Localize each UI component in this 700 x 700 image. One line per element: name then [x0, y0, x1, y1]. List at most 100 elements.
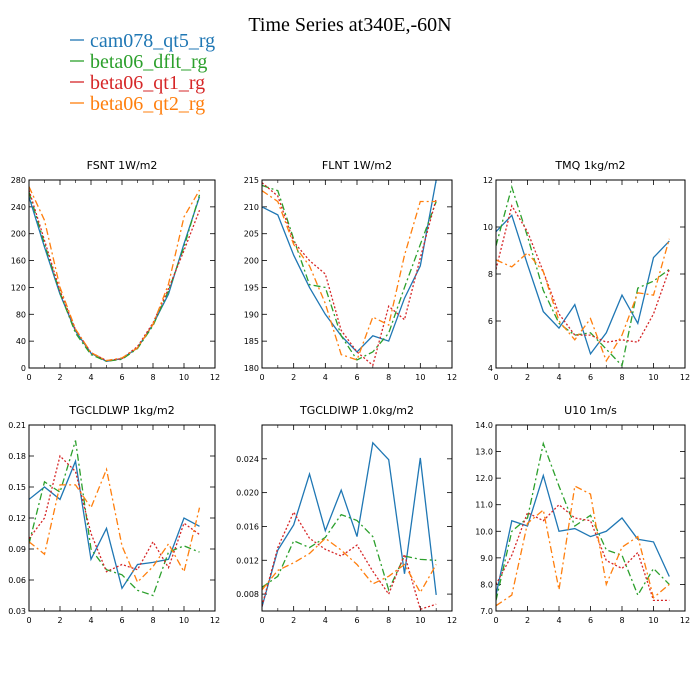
legend-label: beta06_qt2_rg: [90, 93, 205, 115]
y-tick-label: 200: [244, 257, 259, 266]
y-tick-label: 0.020: [236, 489, 259, 498]
y-tick-label: 0.15: [8, 483, 26, 492]
plot-frame: [495, 179, 686, 369]
legend-label: beta06_dflt_rg: [90, 51, 207, 73]
x-tick-label: 6: [119, 616, 124, 625]
panel-title: FLNT 1W/m2: [322, 159, 392, 172]
y-tick-label: 0.008: [236, 590, 259, 599]
x-tick-label: 12: [447, 373, 457, 382]
y-tick-label: 280: [11, 176, 26, 185]
panel-title: TMQ 1kg/m2: [554, 159, 625, 172]
series-line-beta06_qt2_rg: [262, 190, 437, 361]
y-tick-label: 0.12: [8, 514, 26, 523]
series-line-beta06_qt2_rg: [29, 186, 201, 362]
y-tick-label: 13.0: [475, 448, 493, 457]
y-tick-label: 14.0: [475, 421, 493, 430]
legend: cam078_qt5_rgbeta06_dflt_rgbeta06_qt1_rg…: [70, 30, 215, 115]
series-line-beta06_qt1_rg: [262, 182, 437, 367]
y-tick-label: 120: [11, 283, 26, 292]
x-tick-label: 12: [680, 373, 690, 382]
series-line-beta06_qt1_rg: [496, 503, 670, 602]
x-tick-label: 0: [26, 616, 31, 625]
x-tick-label: 10: [179, 373, 189, 382]
series-line-beta06_qt2_rg: [262, 537, 437, 594]
chart-panels: FSNT 1W/m20 2 4 6 8 10 1204080120160200240280F…: [8, 159, 690, 625]
x-tick-label: 0: [26, 373, 31, 382]
x-tick-label: 12: [680, 616, 690, 625]
y-tick-label: 8.0: [480, 580, 493, 589]
x-tick-label: 0: [259, 373, 264, 382]
x-tick-label: 2: [57, 373, 62, 382]
x-tick-label: 10: [415, 616, 425, 625]
panel-title: FSNT 1W/m2: [87, 159, 158, 172]
x-tick-label: 4: [323, 373, 328, 382]
x-tick-label: 2: [291, 373, 296, 382]
y-tick-label: 0.21: [8, 421, 26, 430]
plot-frame: [261, 424, 453, 612]
x-tick-label: 2: [525, 373, 530, 382]
plot-frame: [261, 179, 453, 369]
series-line-cam078_qt5_rg: [29, 196, 201, 362]
y-tick-label: 0: [21, 364, 26, 373]
x-tick-label: 4: [88, 616, 93, 625]
y-tick-label: 205: [244, 230, 259, 239]
series-line-beta06_dflt_rg: [496, 441, 670, 601]
series-line-beta06_qt1_rg: [29, 189, 201, 362]
x-tick-label: 8: [150, 616, 155, 625]
series-line-beta06_dflt_rg: [496, 184, 670, 368]
x-tick-label: 12: [210, 616, 220, 625]
y-tick-label: 10.0: [475, 527, 493, 536]
x-tick-label: 6: [354, 373, 359, 382]
x-tick-label: 6: [588, 373, 593, 382]
y-tick-label: 210: [244, 203, 259, 212]
series-line-beta06_qt1_rg: [29, 454, 200, 573]
x-tick-label: 8: [150, 373, 155, 382]
y-tick-label: 0.06: [8, 576, 26, 585]
y-tick-label: 7.0: [480, 607, 493, 616]
series-line-beta06_qt2_rg: [496, 238, 670, 363]
plot-frame: [28, 424, 216, 612]
y-tick-label: 11.0: [475, 501, 493, 510]
y-tick-label: 6: [488, 317, 493, 326]
series-line-beta06_qt1_rg: [262, 510, 437, 611]
series-line-cam078_qt5_rg: [496, 473, 670, 596]
y-tick-label: 4: [488, 364, 493, 373]
y-tick-label: 80: [16, 310, 26, 319]
series-line-beta06_qt2_rg: [496, 485, 670, 607]
series-line-beta06_qt2_rg: [29, 467, 201, 584]
y-tick-label: 185: [244, 337, 259, 346]
x-tick-label: 10: [415, 373, 425, 382]
y-tick-label: 240: [11, 203, 26, 212]
y-tick-label: 160: [11, 257, 26, 266]
x-tick-label: 6: [354, 616, 359, 625]
panel-title: TGCLDIWP 1.0kg/m2: [299, 404, 414, 417]
chart-panel: U10 1m/s 0 2 4 6 8 10 12 7.0 8.0 9.0 10.0 11.0 12.0 13…: [475, 404, 690, 625]
x-tick-label: 4: [323, 616, 328, 625]
y-tick-label: 8: [488, 270, 493, 279]
x-tick-label: 8: [619, 373, 624, 382]
x-tick-label: 6: [119, 373, 124, 382]
panel-title: U10 1m/s: [564, 404, 617, 417]
y-tick-label: 195: [244, 283, 259, 292]
chart-panel: FLNT 1W/m2 0 2 4 6 8 10 12 180 185 190 195 200 205 210…: [244, 159, 457, 382]
chart-panel: TGCLDIWP 1.0kg/m2 0 2 4 6 8 10 12 0.008 0.012 0.01…: [236, 404, 457, 625]
x-tick-label: 4: [556, 616, 561, 625]
x-tick-label: 2: [57, 616, 62, 625]
x-tick-label: 2: [525, 616, 530, 625]
x-tick-label: 0: [493, 373, 498, 382]
x-tick-label: 12: [210, 373, 220, 382]
x-tick-label: 4: [88, 373, 93, 382]
figure-title: Time Series at340E,-60N: [248, 14, 451, 36]
y-tick-label: 180: [244, 364, 259, 373]
y-tick-label: 0.03: [8, 607, 26, 616]
y-tick-label: 0.012: [236, 556, 259, 565]
x-tick-label: 0: [493, 616, 498, 625]
chart-panel: TMQ 1kg/m2 0 2 4 6 8 10 12 4 6 8 10 12: [483, 159, 690, 382]
y-tick-label: 190: [244, 310, 259, 319]
series-line-beta06_qt1_rg: [496, 204, 670, 343]
panel-title: TGCLDLWP 1kg/m2: [68, 404, 174, 417]
series-line-beta06_dflt_rg: [262, 184, 437, 361]
x-tick-label: 10: [179, 616, 189, 625]
